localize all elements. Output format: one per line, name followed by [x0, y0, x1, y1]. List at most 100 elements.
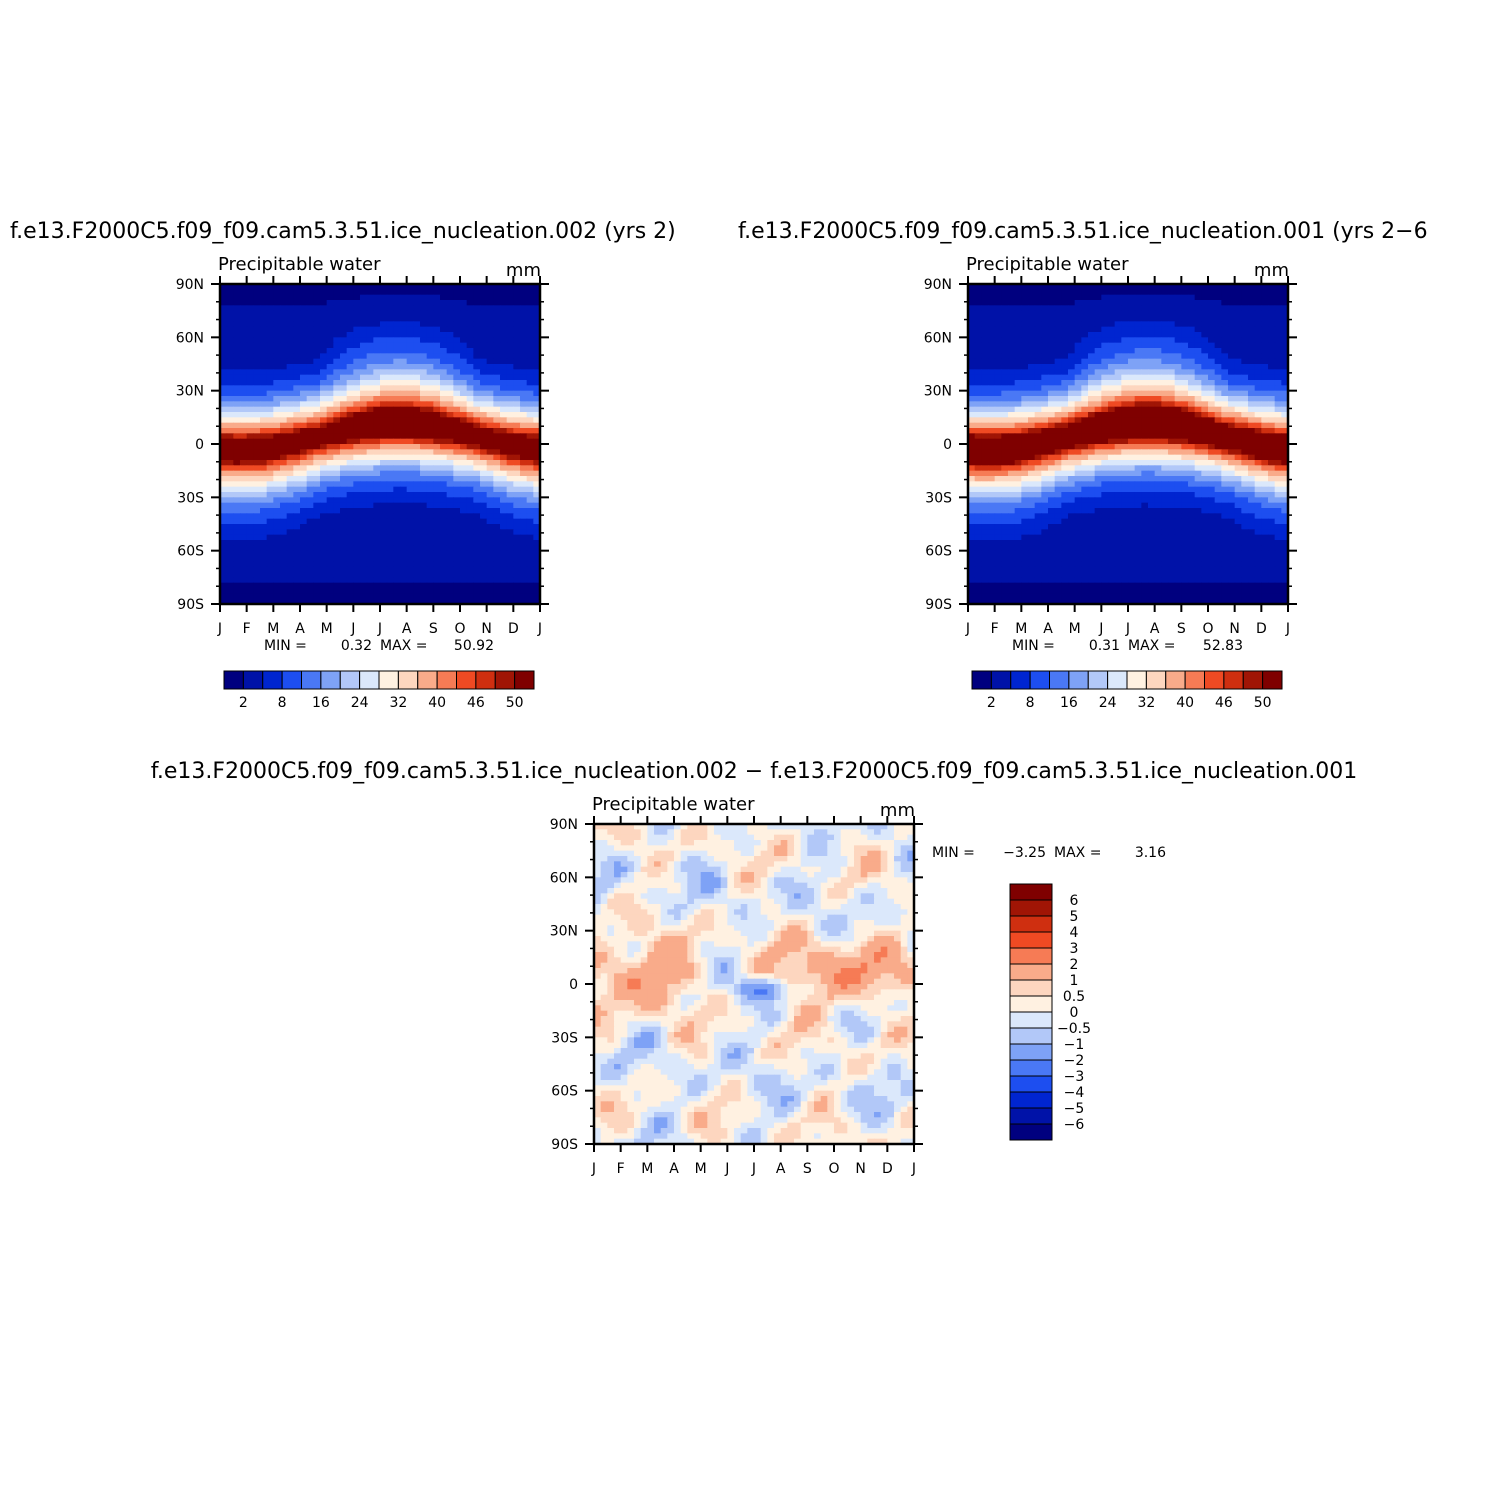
field-cell — [1061, 438, 1069, 445]
field-cell — [493, 422, 501, 429]
field-cell — [386, 310, 394, 317]
field-cell — [466, 481, 474, 488]
field-cell — [968, 337, 976, 344]
field-cell — [446, 305, 454, 312]
field-cell — [513, 561, 521, 568]
field-cell — [526, 417, 534, 424]
field-cell — [393, 390, 401, 397]
field-cell — [1221, 481, 1229, 488]
field-cell — [1194, 337, 1202, 344]
field-cell — [460, 529, 468, 536]
field-cell — [266, 598, 274, 604]
field-cell — [313, 358, 321, 365]
field-cell — [380, 390, 388, 397]
field-cell — [1021, 332, 1029, 338]
field-cell — [1054, 449, 1062, 456]
field-cell — [353, 449, 361, 456]
field-cell — [420, 417, 428, 424]
field-cell — [280, 545, 288, 552]
field-cell — [280, 412, 288, 418]
field-cell — [426, 449, 434, 456]
field-cell — [326, 444, 334, 450]
field-cell — [333, 470, 341, 477]
field-cell — [1028, 353, 1036, 360]
field-cell — [466, 284, 474, 290]
field-cell — [253, 428, 261, 434]
field-cell — [1154, 412, 1162, 418]
field-cell — [346, 561, 354, 568]
field-cell — [293, 374, 301, 381]
field-cell — [1134, 497, 1142, 504]
field-cell — [446, 385, 454, 392]
field-cell — [246, 502, 254, 509]
field-cell — [493, 566, 501, 573]
field-cell — [293, 454, 301, 461]
field-cell — [1228, 342, 1236, 349]
field-cell — [300, 497, 308, 504]
field-cell — [273, 454, 281, 461]
field-cell — [1041, 470, 1049, 477]
field-cell — [480, 390, 488, 397]
field-cell — [1134, 369, 1142, 376]
field-cell — [440, 518, 448, 525]
field-cell — [353, 582, 361, 589]
field-cell — [420, 460, 428, 466]
field-cell — [1188, 390, 1196, 397]
field-cell — [981, 321, 989, 328]
field-cell — [320, 353, 328, 360]
field-cell — [526, 305, 534, 312]
field-cell — [326, 508, 334, 514]
field-cell — [480, 353, 488, 360]
field-cell — [1261, 438, 1269, 445]
field-cell — [1088, 353, 1096, 360]
field-cell — [426, 342, 434, 349]
field-cell — [506, 337, 514, 344]
field-cell — [1154, 390, 1162, 397]
field-cell — [233, 476, 241, 482]
field-cell — [253, 545, 261, 552]
field-cell — [426, 502, 434, 509]
field-cell — [1041, 454, 1049, 461]
field-cell — [1241, 390, 1249, 397]
field-cell — [1054, 465, 1062, 472]
field-cell — [280, 470, 288, 477]
field-cell — [420, 566, 428, 573]
field-cell — [473, 518, 481, 525]
field-cell — [1134, 364, 1142, 370]
field-cell — [240, 326, 248, 333]
field-cell — [526, 481, 534, 488]
field-cell — [400, 422, 408, 429]
field-cell — [1134, 460, 1142, 466]
field-cell — [373, 529, 381, 536]
field-cell — [300, 465, 308, 472]
field-cell — [240, 444, 248, 450]
field-cell — [426, 508, 434, 514]
field-cell — [253, 454, 261, 461]
field-cell — [994, 326, 1002, 333]
field-cell — [246, 588, 254, 594]
field-cell — [1154, 284, 1162, 290]
field-cell — [1128, 465, 1136, 472]
field-cell — [1021, 438, 1029, 445]
field-cell — [413, 465, 421, 472]
field-cell — [526, 534, 534, 541]
field-cell — [273, 486, 281, 493]
field-cell — [480, 294, 488, 301]
field-cell — [426, 289, 434, 296]
field-cell — [253, 390, 261, 397]
field-cell — [506, 422, 514, 429]
field-cell — [1274, 353, 1282, 360]
field-cell — [386, 438, 394, 445]
field-cell — [513, 422, 521, 429]
field-cell — [1134, 433, 1142, 440]
field-cell — [1021, 369, 1029, 376]
field-cell — [266, 593, 274, 600]
field-cell — [1028, 486, 1036, 493]
field-cell — [360, 342, 368, 349]
field-cell — [500, 566, 508, 573]
field-cell — [493, 572, 501, 578]
field-cell — [446, 310, 454, 317]
field-cell — [1254, 390, 1262, 397]
field-cell — [1214, 412, 1222, 418]
field-cell — [446, 353, 454, 360]
